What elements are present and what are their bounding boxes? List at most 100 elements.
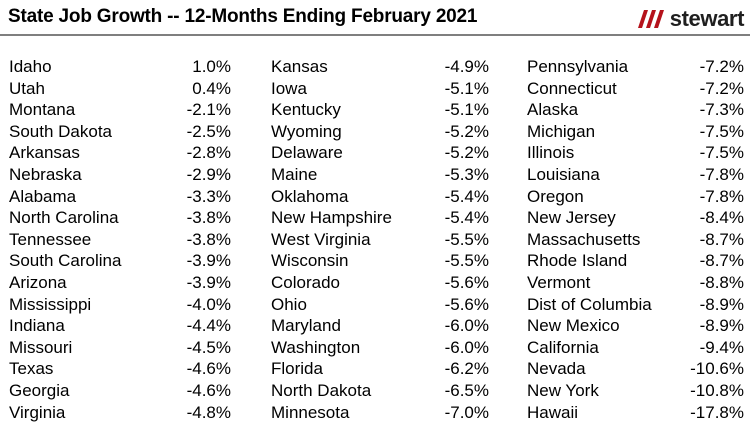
state-name: Nevada — [527, 359, 586, 379]
job-growth-value: -8.9% — [699, 294, 744, 314]
state-name: Alaska — [527, 100, 579, 120]
job-growth-value: -5.3% — [444, 164, 489, 184]
state-row: Alabama -3.3% — [9, 186, 231, 208]
job-growth-value: -5.1% — [444, 78, 489, 98]
job-growth-value: -4.8% — [186, 402, 231, 422]
job-growth-value: -7.8% — [699, 186, 744, 206]
state-row: Kansas -4.9% — [271, 56, 489, 78]
state-name: Alabama — [9, 186, 77, 206]
state-name: Hawaii — [527, 402, 579, 422]
job-growth-value: -9.4% — [699, 337, 744, 357]
state-name: North Carolina — [9, 208, 119, 228]
state-row: Idaho 1.0% — [9, 56, 231, 78]
state-name: Connecticut — [527, 78, 617, 98]
state-row: Tennessee -3.8% — [9, 229, 231, 251]
state-name: New Mexico — [527, 316, 620, 336]
job-growth-value: -2.1% — [186, 100, 231, 120]
state-name: New York — [527, 380, 599, 400]
state-name: Iowa — [271, 78, 307, 98]
state-name: Georgia — [9, 380, 70, 400]
state-row: Nevada -10.6% — [527, 358, 744, 380]
state-row: Montana -2.1% — [9, 99, 231, 121]
job-growth-value: -5.5% — [444, 229, 489, 249]
job-growth-value: -7.5% — [699, 121, 744, 141]
state-row: North Carolina -3.8% — [9, 207, 231, 229]
state-row: Wisconsin -5.5% — [271, 250, 489, 272]
state-column-2: Kansas -4.9% Iowa -5.1% Kentucky -5.1% Wyoming… — [271, 56, 489, 423]
job-growth-value: -5.6% — [444, 294, 489, 314]
stewart-logo-icon — [637, 10, 664, 28]
state-name: Arkansas — [9, 143, 80, 163]
state-row: Wyoming -5.2% — [271, 121, 489, 143]
state-row: West Virginia -5.5% — [271, 229, 489, 251]
state-name: Vermont — [527, 272, 591, 292]
state-name: Wisconsin — [271, 251, 349, 271]
state-row: Connecticut -7.2% — [527, 78, 744, 100]
state-name: Michigan — [527, 121, 596, 141]
state-name: Oregon — [527, 186, 584, 206]
state-row: Indiana -4.4% — [9, 315, 231, 337]
state-name: Kansas — [271, 57, 328, 76]
state-row: North Dakota -6.5% — [271, 380, 489, 402]
job-growth-value: -5.1% — [444, 100, 489, 120]
state-name: New Jersey — [527, 208, 616, 228]
state-row: Florida -6.2% — [271, 358, 489, 380]
state-name: Washington — [271, 337, 361, 357]
job-growth-value: -4.5% — [186, 337, 231, 357]
state-row: Oklahoma -5.4% — [271, 186, 489, 208]
state-name: West Virginia — [271, 229, 371, 249]
state-row: Vermont -8.8% — [527, 272, 744, 294]
job-growth-value: -4.6% — [186, 380, 231, 400]
state-row: Louisiana -7.8% — [527, 164, 744, 186]
job-growth-value: -5.5% — [444, 251, 489, 271]
job-growth-value: -8.7% — [699, 229, 744, 249]
job-growth-value: -2.5% — [186, 121, 231, 141]
job-growth-value: -5.2% — [444, 143, 489, 163]
state-name: Indiana — [9, 316, 65, 336]
job-growth-value: -17.8% — [690, 402, 744, 422]
state-row: Utah 0.4% — [9, 78, 231, 100]
state-name: Tennessee — [9, 229, 92, 249]
state-name: Nebraska — [9, 164, 82, 184]
job-growth-value: -4.4% — [186, 316, 231, 336]
state-row: Mississippi -4.0% — [9, 294, 231, 316]
state-row: Rhode Island -8.7% — [527, 250, 744, 272]
state-name: Dist of Columbia — [527, 294, 652, 314]
state-row: Kentucky -5.1% — [271, 99, 489, 121]
job-growth-value: -8.7% — [699, 251, 744, 271]
job-growth-value: -7.5% — [699, 143, 744, 163]
state-name: Illinois — [527, 143, 575, 163]
state-row: Hawaii -17.8% — [527, 402, 744, 423]
job-growth-value: -6.5% — [444, 380, 489, 400]
state-name: Delaware — [271, 143, 343, 163]
state-name: South Dakota — [9, 121, 113, 141]
state-row: Dist of Columbia -8.9% — [527, 294, 744, 316]
state-name: Mississippi — [9, 294, 92, 314]
state-row: Maryland -6.0% — [271, 315, 489, 337]
state-row: Colorado -5.6% — [271, 272, 489, 294]
job-growth-value: -4.9% — [444, 57, 489, 76]
job-growth-value: -8.9% — [699, 316, 744, 336]
job-growth-value: -2.8% — [186, 143, 231, 163]
job-growth-value: -3.8% — [186, 229, 231, 249]
state-name: Massachusetts — [527, 229, 641, 249]
state-column-1: Idaho 1.0% Utah 0.4% Montana -2.1% South Dakot… — [9, 56, 231, 423]
job-growth-value: -6.2% — [444, 359, 489, 379]
state-row: Arkansas -2.8% — [9, 142, 231, 164]
state-row: Pennsylvania -7.2% — [527, 56, 744, 78]
job-growth-value: -3.8% — [186, 208, 231, 228]
state-row: New Jersey -8.4% — [527, 207, 744, 229]
state-name: Montana — [9, 100, 76, 120]
state-row: California -9.4% — [527, 337, 744, 359]
state-name: Minnesota — [271, 402, 350, 422]
state-row: Nebraska -2.9% — [9, 164, 231, 186]
state-name: Colorado — [271, 272, 340, 292]
state-name: North Dakota — [271, 380, 372, 400]
state-row: New York -10.8% — [527, 380, 744, 402]
state-column-3: Pennsylvania -7.2% Connecticut -7.2% Alaska -… — [527, 56, 744, 423]
state-name: Arizona — [9, 272, 67, 292]
state-name: Pennsylvania — [527, 57, 629, 76]
state-row: Washington -6.0% — [271, 337, 489, 359]
state-row: Oregon -7.8% — [527, 186, 744, 208]
job-growth-value: -7.3% — [699, 100, 744, 120]
